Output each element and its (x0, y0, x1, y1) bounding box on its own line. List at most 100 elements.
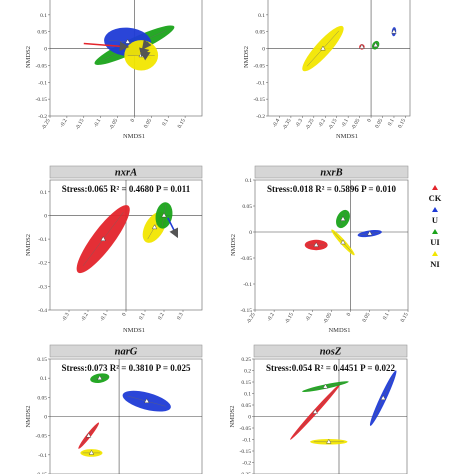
x-tick-label: 0.3 (176, 312, 185, 321)
x-tick-label: -0.15 (328, 118, 339, 131)
y-tick-label: 0.15 (241, 380, 251, 386)
x-axis-label: NMDS1 (123, 327, 145, 334)
y-tick-label: 0.05 (37, 395, 47, 401)
stats-label: Stress:0.073 R² = 0.3810 P = 0.025 (61, 363, 191, 373)
y-axis-label: NMDS2 (243, 46, 250, 68)
panel-title-bar (254, 165, 409, 179)
x-tick-label: 0.2 (157, 312, 166, 321)
y-tick-label: 0 (262, 47, 265, 53)
centroid-ni (326, 438, 332, 444)
y-tick-label: -0.15 (36, 472, 48, 474)
x-tick-label: -0.3 (295, 118, 305, 129)
y-tick-label: 0 (44, 415, 47, 421)
panel-5: narG 0.15 0.1 0.05 0 -0.05 -0.1 -0.15 NMDS2 Stres… (25, 344, 203, 474)
x-tick-label: 0.05 (143, 118, 153, 130)
y-tick-label: -0.1 (38, 80, 47, 86)
y-tick-label: 0 (44, 213, 47, 219)
y-tick-label: 0.15 (37, 0, 47, 2)
y-tick-label: 0.15 (255, 0, 265, 2)
y-tick-label: 0.25 (241, 357, 251, 363)
x-tick-label: -0.3 (61, 312, 71, 323)
centroid-u (367, 230, 373, 236)
centroid-ck (359, 43, 365, 49)
x-tick-label: -0.15 (75, 118, 86, 131)
ellipse-layer (76, 202, 179, 274)
legend-label-ck: CK (429, 193, 442, 203)
y-tick-label: -0.15 (240, 449, 252, 455)
centroid-ni (320, 45, 326, 51)
x-tick-label: 0.15 (397, 118, 407, 130)
x-tick-label: 0.05 (374, 118, 384, 130)
y-tick-label: 0.05 (37, 30, 47, 36)
y-tick-label: 0 (249, 230, 252, 236)
y-tick-label: -0.1 (38, 237, 47, 243)
x-tick-label: -0.25 (305, 118, 316, 131)
legend-marker-ui (432, 229, 438, 234)
y-tick-label: -0.1 (38, 453, 47, 459)
x-tick-label: -0.05 (108, 118, 119, 131)
panel-3: nxrA 0.1 0 -0.1 -0.2 -0.3 -0.4 -0.3 -0.2 -0.1 0 0.1… (25, 165, 203, 334)
ellipse-layer (78, 373, 171, 457)
y-tick-label: 0.05 (241, 403, 251, 409)
x-tick-label: 0 (121, 312, 128, 318)
x-tick-label: -0.25 (246, 312, 257, 325)
legend-marker-ck (432, 185, 438, 190)
x-tick-label: -0.2 (80, 312, 90, 323)
legend-label-ni: NI (430, 259, 440, 269)
x-tick-label: 0.15 (177, 118, 187, 130)
centroid-ui (161, 212, 167, 218)
centroid-ni (151, 224, 158, 230)
x-tick-label: -0.05 (350, 118, 361, 131)
y-axis-label: NMDS2 (25, 405, 32, 427)
y-tick-label: -0.15 (254, 97, 266, 103)
panel-1: 0.150.10.050-0.05-0.1-0.15-0.2-0.25-0.2-… (25, 0, 203, 140)
x-axis-label: NMDS1 (336, 133, 358, 140)
stats-label: Stress:0.065 R² = 0.4680 P = 0.011 (62, 184, 191, 194)
y-tick-label: 0.1 (244, 392, 251, 398)
y-tick-label: 0 (248, 415, 251, 421)
plot-frame (254, 179, 409, 311)
y-tick-label: -0.05 (36, 63, 48, 69)
panel-title-bar (49, 165, 203, 179)
y-tick-label: 0.1 (40, 190, 47, 196)
vector-u (167, 217, 179, 239)
x-tick-label: 0 (346, 312, 353, 318)
x-tick-label: -0.2 (317, 118, 327, 129)
x-tick-label: -0.05 (322, 312, 333, 325)
vector-ck (139, 47, 150, 57)
panel-title-bar (253, 344, 408, 358)
x-tick-label: -0.35 (282, 118, 293, 131)
y-axis-label: NMDS2 (25, 234, 32, 256)
y-tick-label: -0.05 (254, 63, 266, 69)
y-tick-label: 0.1 (245, 178, 252, 184)
legend-label-u: U (432, 215, 438, 225)
x-tick-label: -0.2 (59, 118, 69, 129)
ellipse-layer (83, 25, 175, 71)
x-tick-label: 0.1 (387, 118, 396, 127)
x-tick-label: 0.1 (382, 312, 391, 321)
centroid-ni (340, 239, 346, 245)
x-axis-label: NMDS1 (328, 327, 350, 334)
y-tick-label: -0.25 (240, 472, 252, 474)
plot-frame (267, 0, 411, 117)
centroid-ui (97, 375, 103, 380)
y-tick-label: -0.2 (242, 461, 251, 467)
y-tick-label: -0.05 (241, 256, 253, 262)
x-tick-label: -0.1 (340, 118, 350, 129)
centroid-ck (312, 408, 318, 414)
legend-label-ui: UI (430, 237, 440, 247)
y-tick-label: 0.1 (40, 376, 47, 382)
x-tick-label: -0.2 (266, 312, 276, 323)
y-axis-label: NMDS2 (25, 46, 32, 68)
centroid-u (380, 395, 386, 400)
y-tick-label: -0.2 (38, 261, 47, 267)
centroid-u (391, 28, 397, 34)
ellipse-layer (290, 370, 397, 445)
x-tick-label: 0.05 (361, 312, 371, 324)
vector-ui (141, 39, 152, 50)
x-tick-label: 0.1 (161, 118, 170, 127)
centroid-ck (86, 432, 92, 438)
y-tick-label: -0.2 (38, 114, 47, 120)
y-tick-label: -0.4 (38, 308, 47, 314)
